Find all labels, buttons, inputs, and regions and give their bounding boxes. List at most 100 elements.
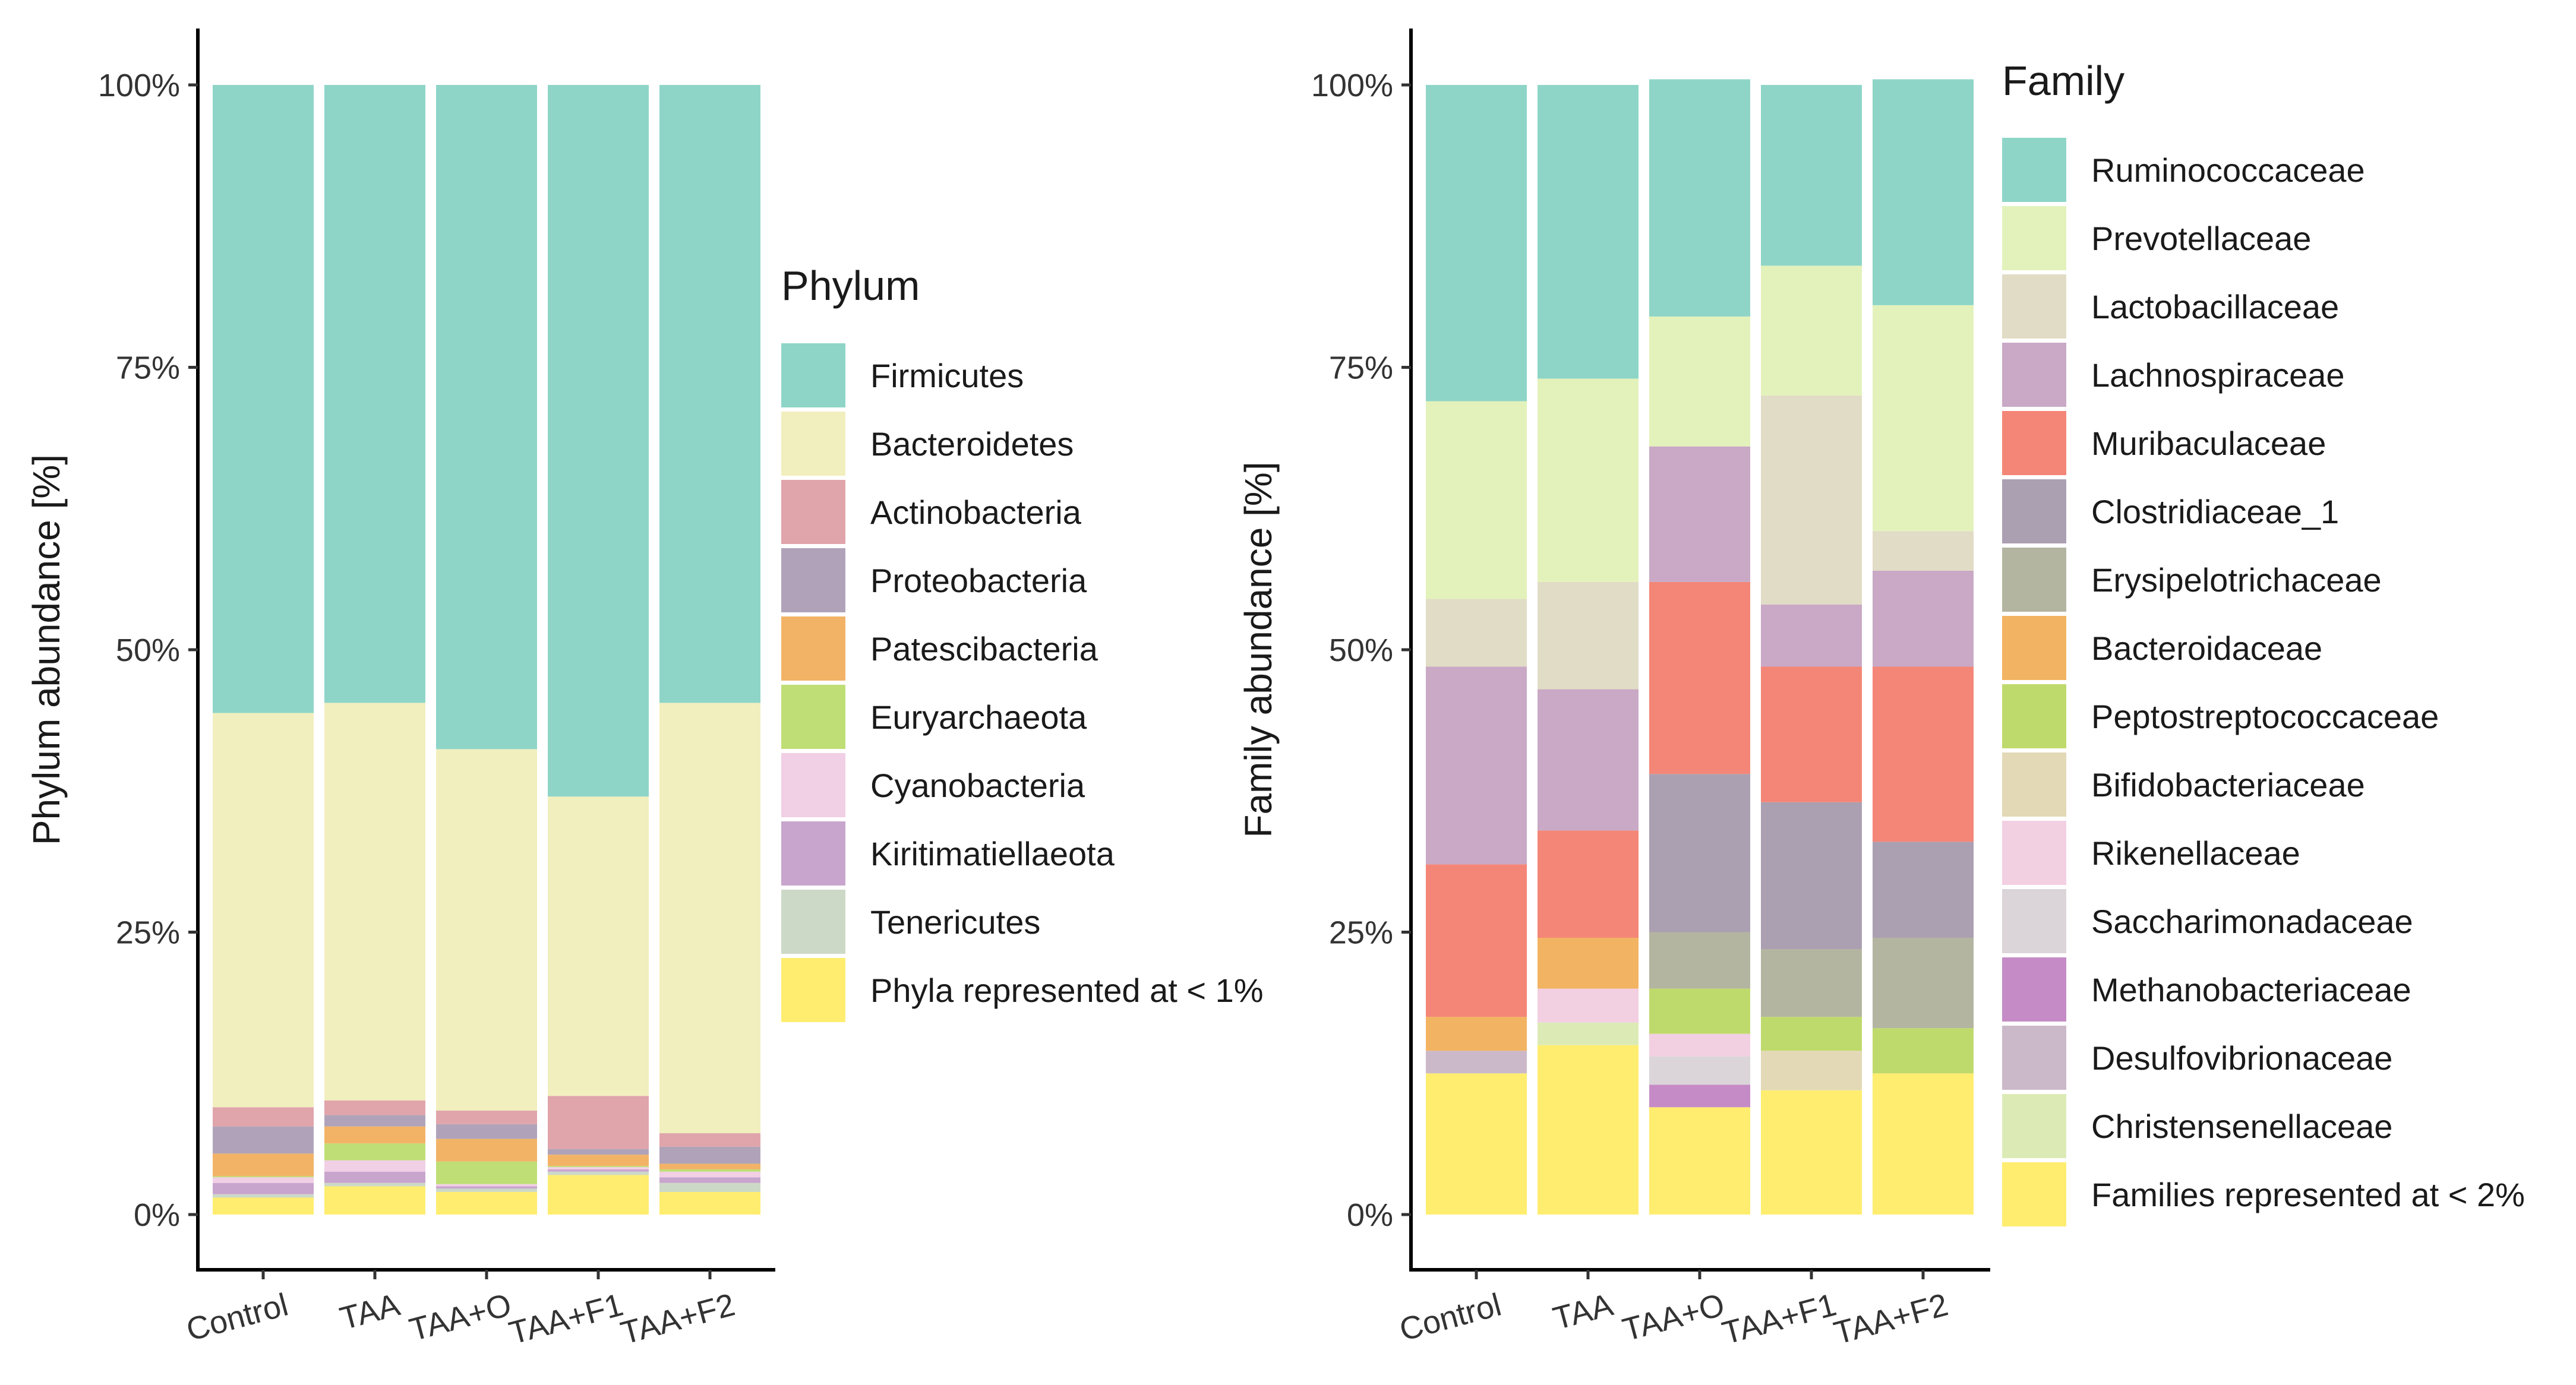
bar-segment-taa-o-cyanobacteria	[436, 1184, 537, 1187]
bar-segment-taa-f2-euryarchaeota	[659, 1169, 760, 1172]
x-tick-label-taa: TAA	[336, 1287, 403, 1337]
bar-segment-taa-actinobacteria	[324, 1100, 425, 1115]
bar-segment-taa-f1-peptostreptococcaceae	[1761, 1017, 1862, 1051]
x-tick-label-taa-f2: TAA+F2	[617, 1287, 738, 1352]
bar-segment-taa-euryarchaeota	[324, 1143, 425, 1161]
bar-segment-taa-f1-clostridiaceae-1	[1761, 802, 1862, 950]
legend-label-patescibacteria: Patescibacteria	[870, 630, 1098, 668]
y-tick-label: 0%	[134, 1197, 180, 1233]
bar-segment-taa-o-families-represented-at-2	[1649, 1107, 1750, 1215]
bar-segment-taa-f2-bacteroidetes	[659, 703, 760, 1134]
bar-segment-control-cyanobacteria	[213, 1177, 314, 1183]
legend-label-proteobacteria: Proteobacteria	[870, 562, 1087, 599]
legend-swatch-peptostreptococcaceae	[2002, 684, 2066, 748]
bar-segment-taa-f1-actinobacteria	[548, 1096, 649, 1149]
bar-segment-taa-f1-bifidobacteriaceae	[1761, 1051, 1862, 1090]
y-tick-label: 75%	[1329, 350, 1393, 386]
bar-segment-taa-o-peptostreptococcaceae	[1649, 988, 1750, 1034]
bar-segment-taa-f2-ruminococcaceae	[1873, 79, 1974, 305]
bar-segment-control-actinobacteria	[213, 1107, 314, 1127]
legend-swatch-actinobacteria	[781, 480, 845, 544]
bar-segment-taa-f1-muribaculaceae	[1761, 666, 1862, 802]
legend-label-desulfovibrionaceae: Desulfovibrionaceae	[2091, 1039, 2392, 1077]
bar-segment-taa-f2-kiritimatiellaeota	[659, 1177, 760, 1183]
bar-segment-taa-f1-tenericutes	[548, 1171, 649, 1175]
bar-segment-taa-f1-erysipelotrichaceae	[1761, 949, 1862, 1017]
legend-swatch-prevotellaceae	[2002, 206, 2066, 270]
bar-segment-taa-f2-clostridiaceae-1	[1873, 842, 1974, 938]
legend-label-phyla-represented-at-1: Phyla represented at < 1%	[870, 972, 1264, 1009]
legend-swatch-bacteroidaceae	[2002, 616, 2066, 680]
bar-segment-taa-f2-proteobacteria	[659, 1146, 760, 1164]
legend-swatch-bifidobacteriaceae	[2002, 752, 2066, 817]
y-tick-label: 100%	[1311, 68, 1393, 103]
bar-segment-taa-f1-lactobacillaceae	[1761, 396, 1862, 605]
bar-segment-control-ruminococcaceae	[1426, 85, 1527, 401]
bar-segment-taa-prevotellaceae	[1538, 378, 1639, 582]
bar-segment-control-families-represented-at-2	[1426, 1073, 1527, 1215]
legend-swatch-ruminococcaceae	[2002, 138, 2066, 202]
legend-label-bifidobacteriaceae: Bifidobacteriaceae	[2091, 766, 2365, 804]
bar-segment-taa-bacteroidaceae	[1538, 938, 1639, 989]
bar-segment-control-tenericutes	[213, 1194, 314, 1198]
legend-swatch-kiritimatiellaeota	[781, 821, 845, 886]
legend-label-lactobacillaceae: Lactobacillaceae	[2091, 288, 2339, 325]
bar-segment-taa-o-clostridiaceae-1	[1649, 774, 1750, 932]
bar-segment-taa-o-phyla-represented-at-1	[436, 1191, 537, 1215]
legend-label-ruminococcaceae: Ruminococcaceae	[2091, 151, 2365, 189]
bar-segment-taa-o-muribaculaceae	[1649, 581, 1750, 774]
bar-segment-taa-o-saccharimonadaceae	[1649, 1056, 1750, 1085]
bar-segment-taa-f2-firmicutes	[659, 85, 760, 703]
legend-label-saccharimonadaceae: Saccharimonadaceae	[2091, 903, 2413, 940]
bar-segment-taa-f2-actinobacteria	[659, 1133, 760, 1147]
bar-segment-taa-f1-proteobacteria	[548, 1149, 649, 1155]
bar-segment-taa-f2-families-represented-at-2	[1873, 1073, 1974, 1215]
bar-segment-control-proteobacteria	[213, 1126, 314, 1154]
legend-swatch-christensenellaceae	[2002, 1094, 2066, 1158]
legend-swatch-muribaculaceae	[2002, 411, 2066, 475]
legend-swatch-bacteroidetes	[781, 412, 845, 476]
legend-label-bacteroidetes: Bacteroidetes	[870, 425, 1074, 463]
bar-segment-taa-bacteroidetes	[324, 703, 425, 1101]
y-tick-label: 50%	[116, 633, 180, 668]
bar-segment-taa-f1-prevotellaceae	[1761, 265, 1862, 396]
bar-segment-taa-families-represented-at-2	[1538, 1045, 1639, 1215]
bar-segment-control-kiritimatiellaeota	[213, 1182, 314, 1194]
y-axis-title: Family abundance [%]	[1237, 461, 1280, 837]
bar-segment-taa-f1-bacteroidetes	[548, 796, 649, 1096]
bar-segment-taa-o-prevotellaceae	[1649, 316, 1750, 447]
bar-segment-taa-o-rikenellaceae	[1649, 1033, 1750, 1057]
bar-segment-taa-f2-lactobacillaceae	[1873, 531, 1974, 571]
legend: Phylum Firmicutes Bacteroidetes Actinobacte…	[781, 263, 1264, 1022]
legend-label-euryarchaeota: Euryarchaeota	[870, 698, 1087, 736]
legend-swatch-proteobacteria	[781, 548, 845, 612]
bar-segment-taa-o-ruminococcaceae	[1649, 79, 1750, 317]
bar-segment-taa-o-tenericutes	[436, 1188, 537, 1192]
legend-label-bacteroidaceae: Bacteroidaceae	[2091, 630, 2322, 667]
bar-segment-taa-patescibacteria	[324, 1126, 425, 1144]
bar-segment-taa-o-patescibacteria	[436, 1139, 537, 1162]
x-tick-label-taa-f1: TAA+F1	[1719, 1287, 1840, 1352]
legend-label-muribaculaceae: Muribaculaceae	[2091, 425, 2326, 462]
bar-segment-taa-o-erysipelotrichaceae	[1649, 932, 1750, 989]
bar-segment-taa-rikenellaceae	[1538, 988, 1639, 1023]
chart-panel-2: 0% 25% 50% 75% 100% Control TAA TAA+OTAA+F1TAA+…	[1237, 29, 2525, 1351]
bar-segment-control-desulfovibrionaceae	[1426, 1051, 1527, 1074]
legend-swatch-erysipelotrichaceae	[2002, 548, 2066, 612]
legend-swatch-families-represented-at-2	[2002, 1162, 2066, 1226]
bar-segment-taa-f2-tenericutes	[659, 1182, 760, 1192]
bar-segment-taa-lachnospiraceae	[1538, 689, 1639, 831]
legend-title: Family	[2002, 58, 2124, 104]
bar-segment-taa-o-proteobacteria	[436, 1124, 537, 1139]
y-tick-label: 25%	[1329, 915, 1393, 951]
bar-segment-taa-f1-euryarchaeota	[548, 1166, 649, 1168]
legend-swatch-clostridiaceae-1	[2002, 479, 2066, 543]
bar-segment-taa-f2-muribaculaceae	[1873, 666, 1974, 842]
y-tick-label: 0%	[1347, 1197, 1393, 1233]
chart-panel-1: 0% 25% 50% 75% 100% Control TAA TAA+OTAA+F1TAA+…	[25, 29, 1264, 1351]
legend-swatch-firmicutes	[781, 343, 845, 407]
bar-segment-taa-proteobacteria	[324, 1115, 425, 1127]
legend-swatch-patescibacteria	[781, 616, 845, 681]
bar-segment-taa-f1-families-represented-at-2	[1761, 1090, 1862, 1215]
